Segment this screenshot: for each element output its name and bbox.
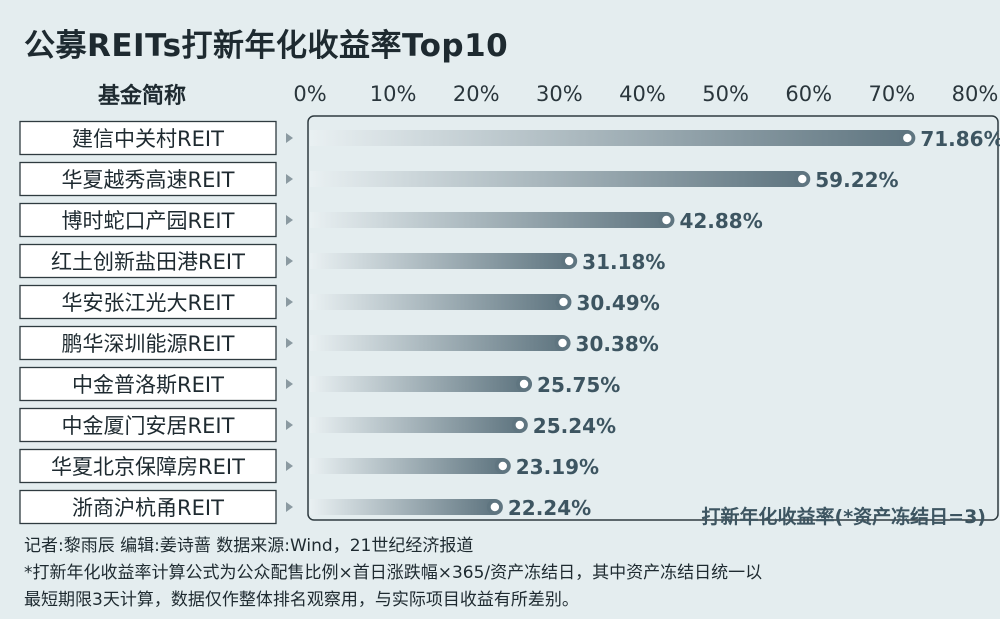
category-label-box <box>19 243 277 279</box>
bar <box>310 376 525 392</box>
x-tick-label: 10% <box>370 82 417 106</box>
bar <box>310 171 803 187</box>
x-tick-label: 50% <box>702 82 749 106</box>
category-label-box <box>19 448 277 484</box>
category-label: 博时蛇口产园REIT <box>62 209 235 233</box>
category-label-box <box>19 325 277 361</box>
bar-value-label: 30.49% <box>576 291 659 315</box>
bar <box>310 253 570 269</box>
bar-value-label: 42.88% <box>679 209 762 233</box>
bar-end-marker-inner <box>564 256 574 266</box>
bar <box>310 294 564 310</box>
bar-value-label: 59.22% <box>815 168 898 192</box>
category-label: 中金厦门安居REIT <box>62 414 235 438</box>
bar <box>310 499 495 515</box>
category-label-box <box>19 202 277 238</box>
chart-title: 公募REITs打新年化收益率Top10 <box>24 28 509 64</box>
bar-value-label: 22.24% <box>508 496 591 520</box>
bar <box>310 335 563 351</box>
row-arrow <box>286 420 293 430</box>
bar-end-marker-inner <box>798 174 807 184</box>
category-label: 中金普洛斯REIT <box>72 373 224 397</box>
row-arrow <box>286 256 293 266</box>
bar-value-label: 25.24% <box>533 414 616 438</box>
row-arrow <box>286 338 293 348</box>
bar <box>310 130 908 146</box>
bar-end-marker-inner <box>662 215 671 225</box>
row-arrow <box>286 297 293 307</box>
category-label: 华安张江光大REIT <box>62 291 235 315</box>
footer-note-line1: *打新年化收益率计算公式为公众配售比例×首日涨跌幅×365/资产冻结日，其中资产… <box>24 563 763 583</box>
category-label: 鹏华深圳能源REIT <box>62 332 235 356</box>
bar-end-marker-inner <box>515 420 525 430</box>
category-label: 建信中关村REIT <box>72 127 224 151</box>
category-label: 华夏越秀高速REIT <box>62 168 235 192</box>
category-label-box <box>19 366 277 402</box>
bar-end-marker-inner <box>559 297 568 307</box>
bar-value-label: 25.75% <box>537 373 620 397</box>
row-arrow <box>286 174 293 184</box>
bar-value-label: 30.38% <box>576 332 659 356</box>
bar-end-marker-inner <box>498 461 507 471</box>
plot-frame <box>307 115 999 521</box>
x-tick-label: 60% <box>785 82 832 106</box>
bar-value-label: 23.19% <box>516 455 599 479</box>
category-label-box <box>19 161 277 197</box>
bar-end-marker-inner <box>558 338 567 348</box>
bar <box>310 458 503 474</box>
category-label-box <box>19 407 277 443</box>
row-arrow <box>286 379 293 389</box>
bar-value-label: 31.18% <box>582 250 665 274</box>
footer-note-line2: 最短期限3天计算，数据仅作整体排名观察用，与实际项目收益有所差别。 <box>24 590 579 610</box>
x-tick-label: 40% <box>619 82 666 106</box>
x-tick-label: 0% <box>293 82 326 106</box>
row-arrow <box>286 133 293 143</box>
category-label: 浙商沪杭甬REIT <box>72 496 224 520</box>
bar-value-label: 71.86% <box>920 127 1000 151</box>
category-label-box <box>19 489 277 525</box>
x-axis-label: 打新年化收益率(*资产冻结日=3) <box>702 505 986 528</box>
category-label: 华夏北京保障房REIT <box>51 455 245 479</box>
bar-end-marker-inner <box>490 502 500 512</box>
bar <box>310 417 520 433</box>
row-arrow <box>286 461 293 471</box>
footer-credits: 记者:黎雨辰 编辑:姜诗蔷 数据来源:Wind，21世纪经济报道 <box>24 536 474 556</box>
row-arrow <box>286 502 293 512</box>
row-arrow <box>286 215 293 225</box>
bar-end-marker-inner <box>519 379 529 389</box>
x-tick-label: 80% <box>952 82 999 106</box>
x-tick-label: 70% <box>869 82 916 106</box>
category-column-header: 基金简称 <box>98 84 187 109</box>
x-tick-label: 20% <box>453 82 500 106</box>
x-tick-label: 30% <box>536 82 583 106</box>
category-label-box <box>19 120 277 156</box>
category-label: 红土创新盐田港REIT <box>51 250 245 274</box>
bar <box>310 212 667 228</box>
category-label-box <box>19 284 277 320</box>
bar-end-marker-inner <box>903 133 912 143</box>
